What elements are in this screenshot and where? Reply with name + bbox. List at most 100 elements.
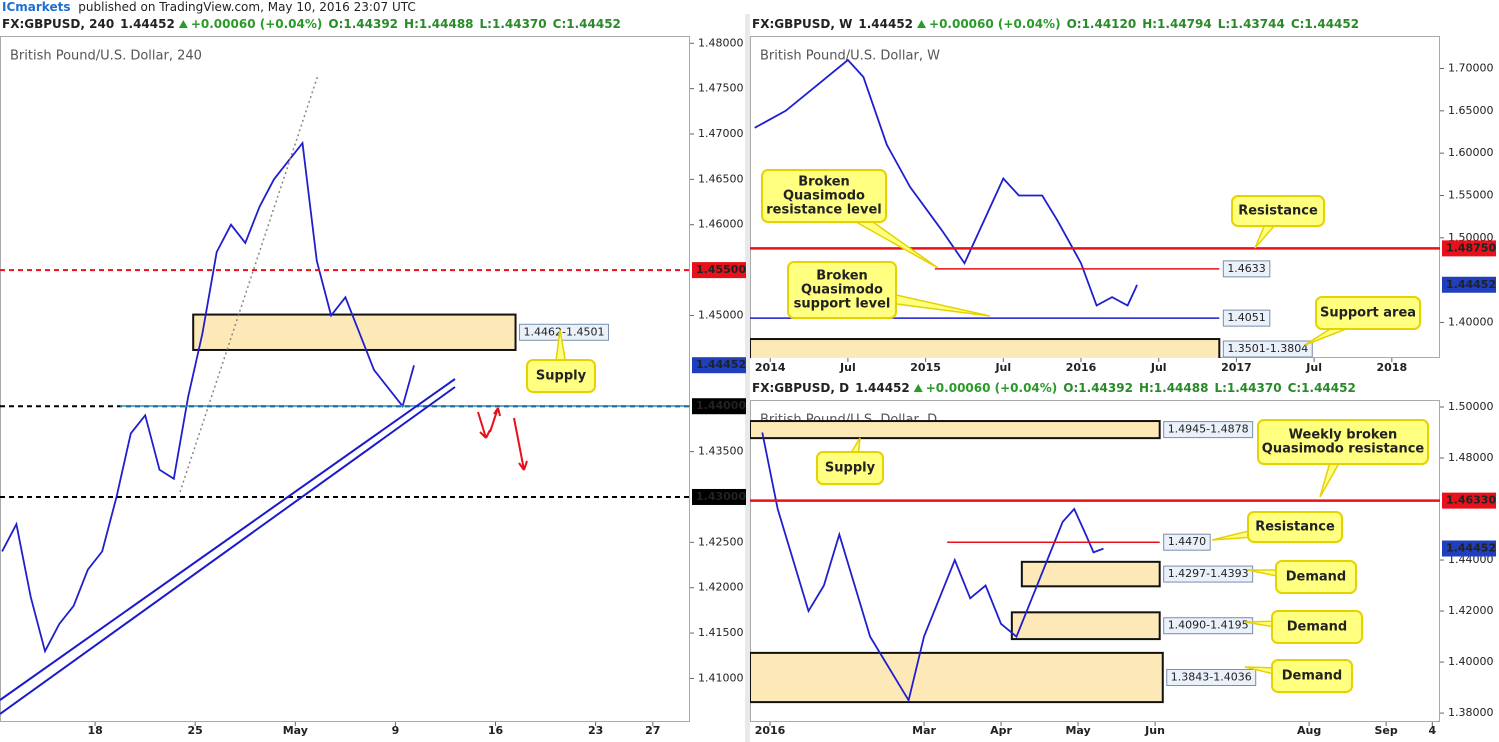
- callout-text: Resistance: [1255, 520, 1335, 535]
- x-tick-label: 9: [392, 724, 400, 737]
- callout: [1257, 419, 1429, 465]
- y-tick-label: 1.42000: [1448, 604, 1494, 617]
- chart-title: British Pound/U.S. Dollar, 240: [10, 49, 202, 64]
- header-text: published on TradingView.com, May 10, 20…: [78, 0, 415, 14]
- level-tag-label: 1.48750: [1446, 241, 1496, 254]
- ohlc: H:1.44488: [404, 17, 474, 31]
- label-box-text: 1.4051: [1227, 311, 1266, 324]
- callout: [1231, 195, 1325, 227]
- level-tag: [692, 488, 746, 505]
- label-box: [1222, 340, 1313, 358]
- ticker: FX:GBPUSD, 240: [2, 17, 114, 31]
- callout-text: Weekly broken: [1289, 428, 1398, 443]
- brand: ICmarkets: [2, 0, 70, 14]
- callout: [1271, 659, 1353, 693]
- ohlc: O:1.44120: [1067, 17, 1137, 31]
- chart-panel: FX:GBPUSD, D 1.44452 +0.00060 (+0.04%) O:1.…: [750, 378, 1499, 742]
- price-tag: [692, 357, 746, 374]
- callout: [1315, 296, 1421, 330]
- ticker: FX:GBPUSD, D: [752, 381, 849, 395]
- label-box-text: 1.3843-1.4036: [1171, 670, 1252, 683]
- ohlc: L:1.44370: [1214, 381, 1281, 395]
- x-tick-label: May: [283, 724, 308, 737]
- price-tag-label: 1.44452: [696, 358, 746, 371]
- y-tick-label: 1.48000: [698, 36, 744, 49]
- label-box: [1163, 421, 1254, 439]
- last-price: 1.44452: [120, 17, 175, 31]
- label-box: [1222, 260, 1271, 278]
- header: ICmarkets published on TradingView.com, …: [2, 0, 416, 14]
- label-box-text: 1.4462-1.4501: [524, 325, 605, 338]
- chart-panel: FX:GBPUSD, W 1.44452 +0.00060 (+0.04%) O:1.…: [750, 14, 1499, 378]
- x-tick-label: 2017: [1221, 361, 1252, 374]
- label-box: [1222, 309, 1271, 327]
- callout-text: resistance level: [766, 203, 881, 218]
- symbol-bar: FX:GBPUSD, W 1.44452 +0.00060 (+0.04%) O:1.…: [752, 17, 1359, 31]
- last-price: 1.44452: [858, 17, 913, 31]
- callout-text: support level: [794, 297, 891, 312]
- zone: [750, 338, 1221, 358]
- price-line: [1, 140, 415, 654]
- x-tick-label: 16: [488, 724, 504, 737]
- x-tick-label: Sep: [1374, 724, 1397, 737]
- last-price: 1.44452: [855, 381, 910, 395]
- symbol-bar: FX:GBPUSD, D 1.44452 +0.00060 (+0.04%) O:1.…: [752, 381, 1356, 395]
- y-tick-label: 1.43500: [698, 445, 744, 458]
- callout-text: Demand: [1287, 620, 1348, 635]
- zone: [1010, 611, 1161, 641]
- label-box-text: 1.4090-1.4195: [1168, 619, 1249, 632]
- callout-text: Support area: [1320, 306, 1416, 321]
- label-box-text: 1.4297-1.4393: [1168, 567, 1249, 580]
- x-tick-label: 23: [588, 724, 603, 737]
- callout-text: Supply: [825, 461, 876, 476]
- change: +0.00060 (+0.04%): [926, 381, 1058, 395]
- y-tick-label: 1.50000: [1448, 400, 1494, 413]
- callout: [787, 261, 897, 319]
- zone: [750, 420, 1161, 440]
- price-tag: [1442, 540, 1496, 557]
- y-tick-label: 1.55000: [1448, 188, 1494, 201]
- x-tick-label: 25: [188, 724, 203, 737]
- price-line: [754, 58, 1138, 307]
- zone: [750, 651, 1164, 704]
- level-tag: [692, 398, 746, 415]
- x-tick-label: 2015: [910, 361, 941, 374]
- y-tick-label: 1.70000: [1448, 62, 1494, 75]
- y-tick-label: 1.41000: [698, 671, 744, 684]
- y-tick-label: 1.40000: [1448, 655, 1494, 668]
- plot: British Pound/U.S. Dollar, D: [750, 413, 1440, 704]
- callout-text: Resistance: [1238, 204, 1318, 219]
- trend-line: [0, 378, 456, 701]
- ohlc: O:1.44392: [328, 17, 398, 31]
- ohlc: C:1.44452: [553, 17, 621, 31]
- y-tick-label: 1.45000: [698, 308, 744, 321]
- y-tick-label: 1.47000: [698, 127, 744, 140]
- header-bar: [0, 0, 1499, 14]
- callout-text: Quasimodo: [783, 189, 865, 204]
- price-tag-label: 1.44452: [1446, 278, 1496, 291]
- label-box: [1163, 533, 1211, 551]
- callout-text: Broken: [816, 269, 868, 284]
- fib-line: [179, 74, 319, 493]
- x-tick-label: 4: [1428, 724, 1436, 737]
- level-tag-label: 1.46330: [1446, 494, 1496, 507]
- y-tick-label: 1.38000: [1448, 706, 1494, 719]
- chart-panel: FX:GBPUSD, 240 1.44452 +0.00060 (+0.04%) O:…: [0, 14, 746, 742]
- x-tick-label: Jun: [1144, 724, 1165, 737]
- x-tick-label: Jul: [839, 361, 856, 374]
- panels: FX:GBPUSD, 240 1.44452 +0.00060 (+0.04%) O:…: [0, 14, 1499, 742]
- plot: British Pound/U.S. Dollar, W: [750, 49, 1440, 358]
- level-tag: [1442, 492, 1496, 509]
- y-tick-label: 1.42000: [698, 581, 744, 594]
- y-tick-label: 1.60000: [1448, 146, 1494, 159]
- y-tick-label: 1.47500: [698, 82, 744, 95]
- price-line: [761, 432, 1104, 703]
- chart-title: British Pound/U.S. Dollar, W: [760, 49, 940, 64]
- change: +0.00060 (+0.04%): [191, 17, 323, 31]
- x-tick-label: Aug: [1297, 724, 1321, 737]
- callout: [1271, 610, 1363, 644]
- callout: [816, 451, 884, 485]
- label-box-text: 1.3501-1.3804: [1227, 342, 1308, 355]
- callout: [1247, 511, 1343, 543]
- level-tag-label: 1.44000: [696, 399, 746, 412]
